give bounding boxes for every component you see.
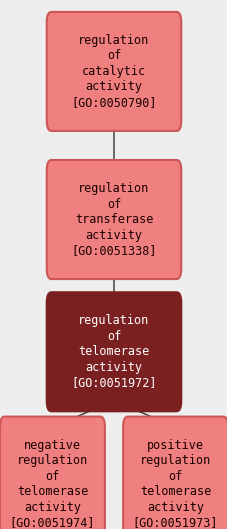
FancyBboxPatch shape: [0, 417, 104, 529]
Text: regulation
of
telomerase
activity
[GO:0051972]: regulation of telomerase activity [GO:00…: [71, 314, 156, 389]
Text: regulation
of
catalytic
activity
[GO:0050790]: regulation of catalytic activity [GO:005…: [71, 34, 156, 109]
FancyBboxPatch shape: [47, 12, 180, 131]
FancyBboxPatch shape: [123, 417, 227, 529]
Text: negative
regulation
of
telomerase
activity
[GO:0051974]: negative regulation of telomerase activi…: [10, 439, 95, 529]
Text: regulation
of
transferase
activity
[GO:0051338]: regulation of transferase activity [GO:0…: [71, 182, 156, 257]
Text: positive
regulation
of
telomerase
activity
[GO:0051973]: positive regulation of telomerase activi…: [132, 439, 217, 529]
FancyBboxPatch shape: [47, 292, 180, 412]
FancyBboxPatch shape: [47, 160, 180, 279]
